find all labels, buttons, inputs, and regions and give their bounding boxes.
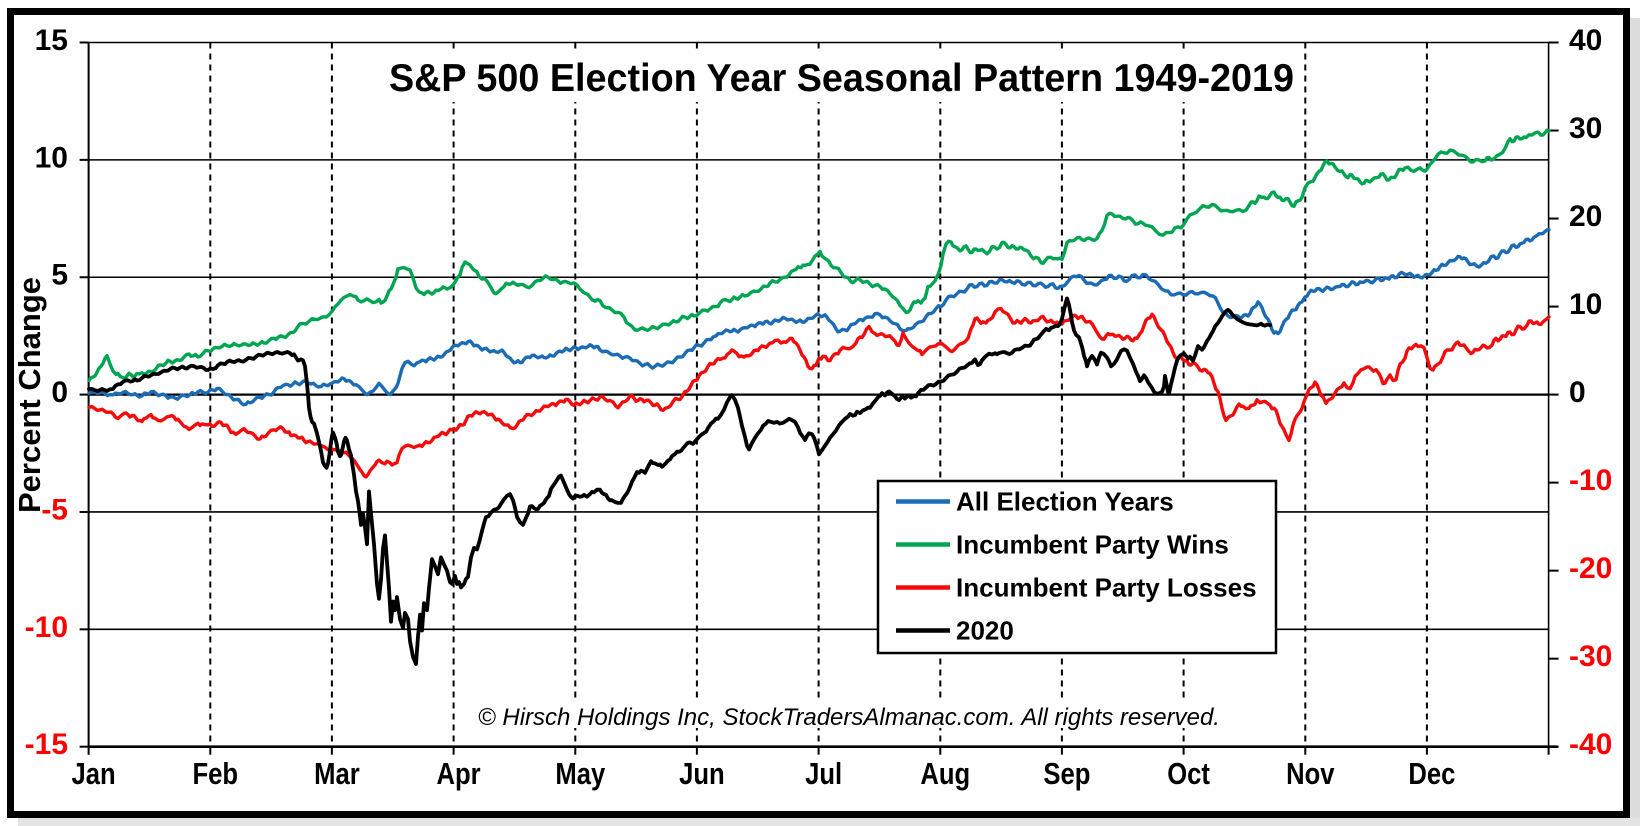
svg-text:0: 0 (1569, 376, 1586, 409)
svg-text:-15: -15 (25, 728, 68, 761)
svg-text:© Hirsch Holdings Inc, StockT: © Hirsch Holdings Inc, StockTradersAlman… (478, 704, 1220, 731)
svg-text:Sep: Sep (1043, 757, 1090, 791)
svg-text:All Election Years: All Election Years (956, 487, 1174, 517)
svg-text:May: May (555, 757, 605, 791)
svg-text:-30: -30 (1569, 640, 1612, 673)
svg-text:30: 30 (1569, 112, 1602, 145)
svg-text:-10: -10 (25, 611, 68, 644)
svg-text:Jul: Jul (805, 757, 842, 791)
svg-text:Aug: Aug (920, 757, 970, 791)
svg-text:40: 40 (1569, 24, 1602, 57)
svg-text:-40: -40 (1569, 728, 1612, 761)
svg-text:-5: -5 (41, 494, 68, 527)
svg-text:S&P 500 Election Year Seasonal: S&P 500 Election Year Seasonal Pattern 1… (389, 57, 1294, 100)
svg-text:5: 5 (51, 259, 68, 292)
svg-text:Apr: Apr (437, 757, 481, 791)
svg-text:Dec: Dec (1408, 757, 1455, 791)
svg-text:10: 10 (1569, 288, 1602, 321)
svg-text:Jan: Jan (72, 757, 116, 791)
svg-text:Nov: Nov (1286, 757, 1334, 791)
svg-text:10: 10 (35, 141, 68, 174)
svg-text:Incumbent Party Wins: Incumbent Party Wins (956, 530, 1229, 560)
svg-text:20: 20 (1569, 200, 1602, 233)
svg-text:Jun: Jun (679, 757, 725, 791)
svg-text:-20: -20 (1569, 552, 1612, 585)
svg-text:15: 15 (35, 24, 68, 57)
svg-text:Incumbent Party Losses: Incumbent Party Losses (956, 573, 1257, 603)
svg-text:Oct: Oct (1167, 757, 1210, 791)
svg-text:-10: -10 (1569, 464, 1612, 497)
svg-text:Mar: Mar (314, 757, 360, 791)
svg-text:Percent Change: Percent Change (12, 277, 47, 513)
svg-text:0: 0 (51, 376, 68, 409)
svg-text:2020: 2020 (956, 616, 1014, 646)
svg-text:Feb: Feb (193, 757, 239, 791)
